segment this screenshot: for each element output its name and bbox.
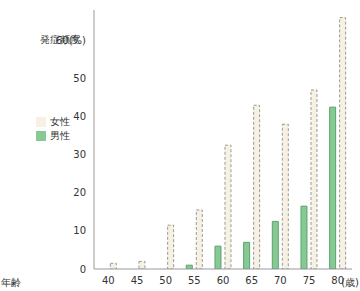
html-text:女性: 女性 xyxy=(50,116,70,127)
svg-text:70: 70 xyxy=(274,275,287,286)
svg-text:40: 40 xyxy=(102,275,115,286)
svg-text:60: 60 xyxy=(217,275,230,286)
svg-text:65: 65 xyxy=(245,275,258,286)
svg-text:30: 30 xyxy=(73,149,86,160)
svg-text:50: 50 xyxy=(73,73,86,84)
svg-text:50: 50 xyxy=(159,275,172,286)
svg-text:80: 80 xyxy=(331,275,344,287)
svg-text:75: 75 xyxy=(303,275,316,286)
html-text:発症頻度: 発症頻度 xyxy=(40,34,80,45)
svg-text:0: 0 xyxy=(80,264,86,275)
html-text:(歳): (歳) xyxy=(341,277,359,288)
html-text:年齢: 年齢 xyxy=(1,277,21,288)
svg-text:40: 40 xyxy=(73,111,86,122)
svg-text:20: 20 xyxy=(73,187,86,198)
svg-text:55: 55 xyxy=(188,275,201,286)
html-text:男性: 男性 xyxy=(50,130,70,141)
svg-text:45: 45 xyxy=(131,275,144,286)
svg-text:10: 10 xyxy=(73,225,86,236)
